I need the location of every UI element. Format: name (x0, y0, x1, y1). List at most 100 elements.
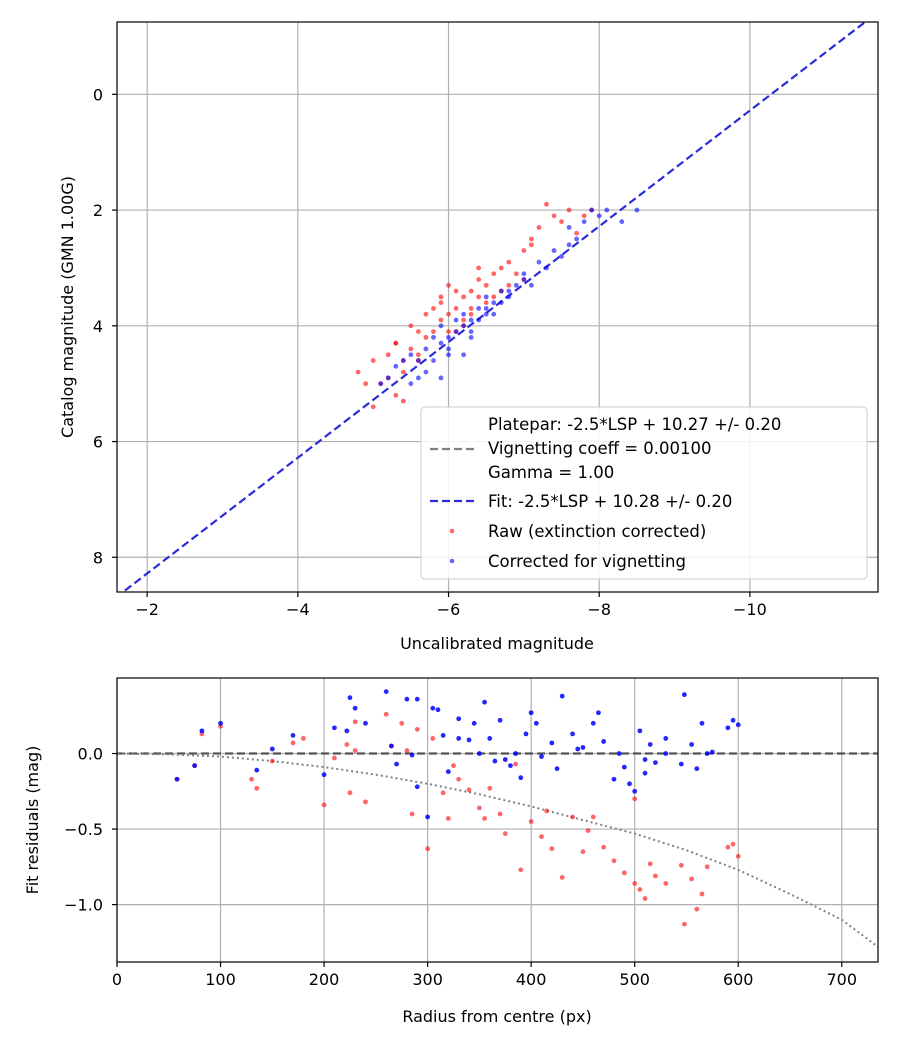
raw-point (483, 300, 489, 306)
raw-point (370, 358, 376, 363)
raw-point (476, 294, 482, 300)
residual-corrected-point (601, 739, 607, 744)
residual-corrected-point (192, 763, 198, 769)
corrected-point (521, 277, 527, 282)
residual-corrected-point (523, 731, 529, 737)
raw-point (453, 306, 459, 311)
raw-point (483, 282, 489, 288)
residual-raw-point (344, 742, 350, 747)
residual-raw-point (647, 861, 653, 867)
bottom-x-tick-label: 200 (309, 970, 340, 989)
corrected-point (596, 213, 602, 219)
residual-corrected-point (394, 761, 399, 767)
corrected-point (491, 300, 497, 306)
top-y-axis-label: Catalog magnitude (GMN 1.00G) (58, 176, 77, 438)
residual-raw-point (497, 811, 503, 817)
raw-point (498, 265, 504, 271)
residual-raw-point (363, 799, 368, 805)
corrected-point (461, 352, 466, 358)
residual-raw-point (456, 776, 462, 782)
legend-fit: Fit: -2.5*LSP + 10.28 +/- 0.20 (488, 492, 732, 511)
corrected-point (393, 363, 399, 369)
legend-corrected-swatch (449, 558, 455, 564)
residual-raw-point (352, 748, 358, 753)
residual-raw-point (549, 846, 555, 852)
residual-raw-point (621, 870, 627, 876)
corrected-point (438, 375, 444, 381)
bottom-y-tick-label: 0.0 (78, 745, 103, 764)
residual-corrected-point (725, 725, 731, 731)
residual-corrected-point (363, 720, 368, 726)
residual-corrected-point (440, 733, 446, 738)
residual-corrected-point (476, 751, 482, 756)
residual-corrected-point (269, 746, 275, 752)
raw-point (453, 288, 459, 294)
residual-corrected-point (487, 736, 493, 741)
raw-point (446, 311, 451, 317)
corrected-point (446, 334, 451, 340)
residual-raw-point (249, 776, 254, 782)
corrected-point (506, 288, 512, 294)
raw-point (363, 381, 369, 387)
residual-raw-point (518, 867, 524, 873)
top-x-tick-label: −6 (437, 600, 461, 619)
residual-corrected-point (492, 758, 498, 764)
corrected-point (559, 253, 564, 259)
residual-corrected-point (174, 776, 180, 782)
corrected-point (423, 369, 429, 375)
corrected-point (400, 358, 406, 363)
residual-corrected-point (539, 754, 544, 759)
bottom-chart: 0 100 200 300 400 500 600 700 0.0 −0.5 −1.0 Radius… (23, 677, 879, 1026)
residual-corrected-point (383, 689, 389, 694)
corrected-point (491, 311, 497, 317)
residual-raw-point (409, 811, 415, 817)
residual-corrected-point (409, 752, 415, 758)
residual-raw-point (430, 736, 436, 741)
top-raw-points (355, 201, 595, 410)
bottom-y-axis-label: Fit residuals (mag) (23, 746, 42, 895)
residual-corrected-point (471, 720, 477, 726)
residual-raw-point (642, 896, 648, 901)
raw-point (536, 225, 542, 230)
residual-raw-point (399, 720, 405, 726)
legend-platepar: Platepar: -2.5*LSP + 10.27 +/- 0.20 (488, 415, 781, 434)
legend: Platepar: -2.5*LSP + 10.27 +/- 0.20 Vign… (420, 406, 868, 580)
raw-point (438, 317, 444, 323)
corrected-point (431, 358, 436, 363)
residual-corrected-point (730, 717, 736, 723)
bottom-x-tick-label: 100 (205, 970, 236, 989)
residual-corrected-point (352, 705, 358, 711)
corrected-point (483, 306, 489, 311)
residual-corrected-point (559, 693, 565, 699)
residual-corrected-point (704, 751, 710, 756)
top-ticks: −2 −4 −6 −8 −10 0 2 4 6 8 (93, 85, 767, 619)
top-x-tick-label: −4 (286, 600, 310, 619)
residual-corrected-point (456, 716, 462, 722)
residual-corrected-point (388, 743, 394, 749)
raw-point (415, 352, 421, 358)
corrected-point (378, 381, 384, 387)
residual-corrected-point (549, 740, 555, 746)
residual-raw-point (414, 726, 420, 732)
residual-raw-point (559, 875, 565, 880)
residual-corrected-point (199, 728, 205, 734)
top-y-tick-label: 8 (93, 548, 103, 567)
corrected-point (385, 375, 391, 381)
corrected-point (461, 311, 466, 317)
residual-corrected-point (518, 775, 524, 781)
top-x-tick-label: −10 (733, 600, 767, 619)
corrected-point (566, 225, 572, 230)
raw-point (513, 271, 519, 277)
residual-corrected-point (404, 696, 410, 702)
residual-raw-point (725, 844, 731, 850)
residual-raw-point (502, 831, 508, 836)
residual-corrected-point (456, 736, 462, 741)
corrected-point (453, 329, 459, 334)
corrected-point (453, 317, 459, 323)
corrected-point (483, 311, 489, 317)
residual-corrected-point (321, 772, 327, 778)
bottom-raw-points (174, 711, 741, 927)
residual-raw-point (254, 785, 260, 791)
residual-corrected-point (414, 784, 420, 790)
raw-point (468, 288, 474, 294)
